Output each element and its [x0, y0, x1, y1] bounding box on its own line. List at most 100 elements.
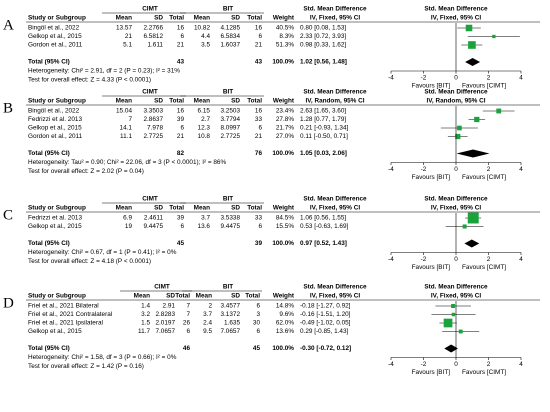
column-header: Total [247, 98, 262, 105]
cell: 2 [208, 303, 212, 310]
column-header: Mean [194, 205, 210, 212]
cell: 4.4 [201, 33, 210, 40]
group-header: CIMT [142, 196, 158, 203]
column-header: Mean [194, 98, 210, 105]
favours-label: Favours [CIMT] [462, 174, 506, 181]
cell: 16 [177, 25, 185, 32]
total-n: 45 [253, 345, 261, 352]
column-header: SD [154, 15, 163, 22]
ci-text: 0.53 [-0.63, 1.69] [300, 223, 349, 230]
cell: 5.1 [123, 42, 132, 49]
weight: 21.7% [276, 125, 294, 132]
column-header: SD [166, 293, 175, 300]
effect-square [455, 133, 461, 140]
total-diamond [465, 58, 481, 66]
total-label: Total (95% CI) [28, 240, 70, 247]
cell: 3.1372 [220, 311, 240, 318]
total-ci: 1.02 [0.56, 1.48] [300, 59, 347, 66]
panel-letter: B [3, 100, 13, 116]
smd-header: Std. Mean Difference [303, 196, 367, 203]
total-ci: 1.05 [0.03, 2.06] [300, 150, 347, 157]
cell: 2.8637 [143, 116, 163, 123]
group-header: CIMT [142, 6, 158, 13]
x-tick-label: 0 [454, 256, 458, 263]
column-header: SD [154, 98, 163, 105]
favours-label: Favours [CIMT] [462, 264, 506, 271]
study-name: Fedrizzi et al. 2013 [28, 116, 82, 123]
column-header: IV, Fixed, 95% CI [310, 205, 360, 212]
x-tick-label: -2 [421, 256, 427, 263]
cell: 19 [125, 223, 133, 230]
study-name: Friel et al., 2021 Contralateral [28, 311, 112, 318]
cell: 11.1 [120, 133, 132, 140]
ci-text: 1.06 [0.56, 1.55] [300, 215, 346, 222]
effect-square [451, 312, 456, 317]
study-name: Gordon et al., 2011 [28, 42, 83, 49]
group-header: BIT [223, 284, 233, 291]
column-header: Study or Subgroup [28, 98, 86, 105]
cell: 6.9 [123, 215, 132, 222]
column-header: IV, Fixed, 95% CI [310, 15, 360, 22]
column-header: IV, Fixed, 95% CI [310, 293, 360, 300]
column-header: IV, Fixed, 95% CI [431, 15, 481, 22]
cell: 2.4 [203, 320, 212, 327]
favours-label: Favours [CIMT] [462, 369, 506, 376]
smd-header: Std. Mean Difference [424, 89, 488, 96]
cell: 3.2503 [220, 108, 240, 115]
panel-letter: A [3, 17, 14, 33]
column-header: SD [231, 293, 240, 300]
column-header: Total [175, 293, 190, 300]
effect-square [467, 212, 479, 224]
cell: 39 [177, 215, 185, 222]
ci-text: 0.80 [0.08, 1.53] [300, 25, 346, 32]
total-weight: 100.0% [272, 240, 294, 247]
effect-square [443, 318, 453, 328]
cell: 3.7 [203, 311, 212, 318]
total-n: 43 [177, 59, 185, 66]
cell: 7.0657 [220, 328, 240, 335]
cell: 21 [177, 42, 185, 49]
effect-square [465, 24, 473, 32]
group-header: BIT [223, 196, 233, 203]
study-name: Gelkop et al., 2015 [28, 223, 82, 230]
overall-effect: Test for overall effect: Z = 1.42 (P = 0… [28, 363, 144, 370]
smd-header: Std. Mean Difference [303, 284, 367, 291]
favours-label: Favours [CIMT] [462, 83, 506, 90]
cell: 16 [177, 108, 185, 115]
overall-effect: Test for overall effect: Z = 4.33 (P < 0… [28, 77, 151, 84]
cell: 6 [180, 223, 184, 230]
smd-header: Std. Mean Difference [424, 284, 488, 291]
cell: 16 [255, 108, 263, 115]
total-diamond [456, 149, 490, 158]
column-header: Weight [273, 205, 295, 212]
column-header: Weight [273, 98, 295, 105]
weight: 8.3% [279, 33, 294, 40]
cell: 2.91 [163, 303, 176, 310]
cell: 8.0997 [220, 125, 240, 132]
effect-square [462, 224, 467, 229]
cell: 13.6 [198, 223, 211, 230]
effect-square [468, 41, 476, 49]
cell: 1.5 [141, 320, 150, 327]
ci-text: -0.18 [-1.27, 0.92] [300, 303, 351, 310]
study-name: Gelkop et al., 2015 [28, 125, 82, 132]
column-header: Study or Subgroup [28, 15, 86, 22]
weight: 13.6% [276, 328, 294, 335]
panel-letter: D [3, 295, 14, 311]
study-name: Gelkop et al., 2015 [28, 33, 82, 40]
column-header: Study or Subgroup [28, 205, 86, 212]
cell: 2.8283 [155, 311, 175, 318]
cell: 7 [186, 303, 190, 310]
cell: 16 [255, 25, 263, 32]
cell: 3.7794 [220, 116, 240, 123]
total-diamond [464, 239, 480, 248]
weight: 27.0% [276, 133, 294, 140]
study-name: Gelkop et al., 2015 [28, 328, 82, 335]
cell: 3.3503 [143, 108, 163, 115]
cell: 15.04 [116, 108, 132, 115]
column-header: Mean [196, 293, 212, 300]
x-tick-label: -4 [388, 166, 394, 173]
cell: 30 [253, 320, 261, 327]
ci-text: 1.28 [0.77, 1.79] [300, 116, 346, 123]
x-tick-label: -4 [388, 361, 394, 368]
